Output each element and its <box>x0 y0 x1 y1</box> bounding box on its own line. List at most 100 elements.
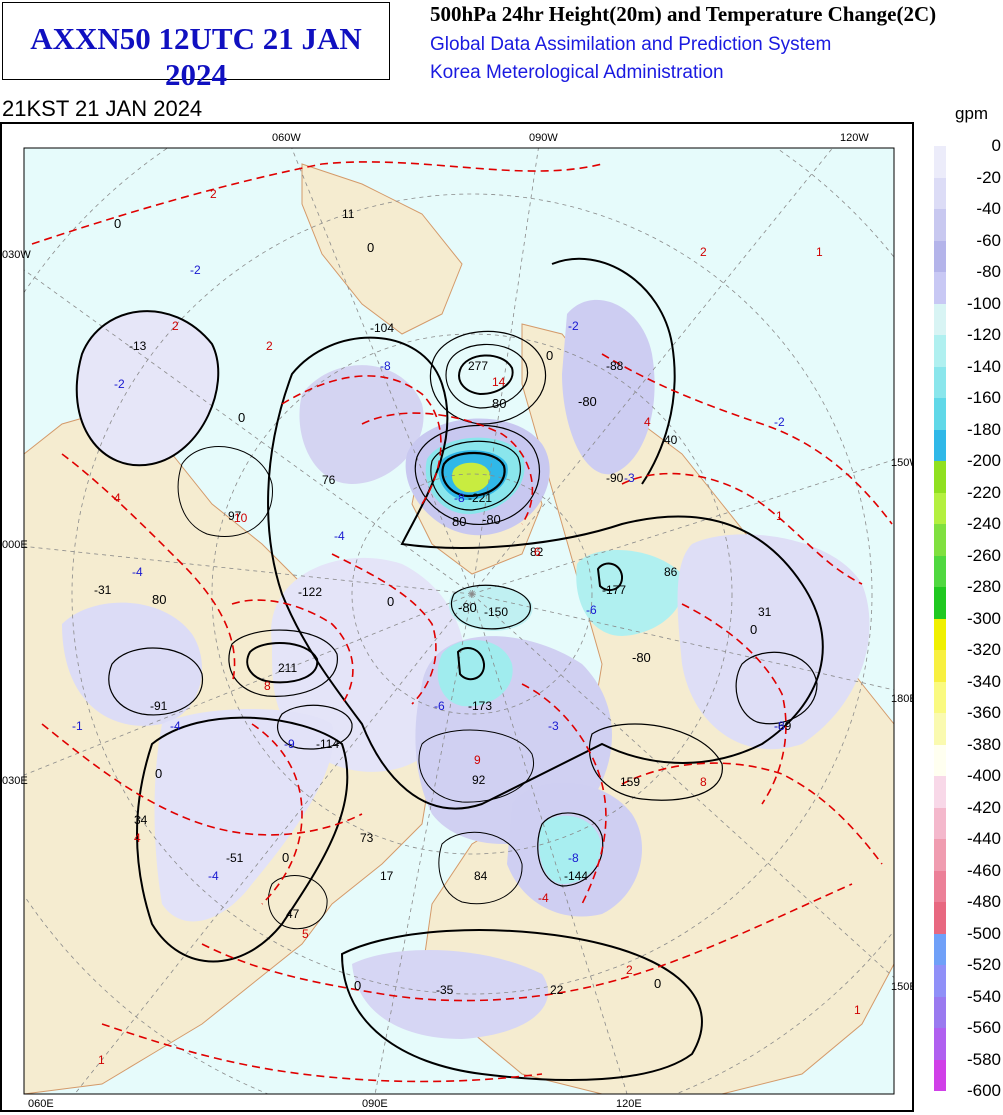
shade-west-low <box>76 311 219 466</box>
contour-label: 0 <box>114 216 121 231</box>
legend-swatch <box>934 618 946 650</box>
legend-level-label: -240 <box>966 514 1001 533</box>
temp-center: -6 <box>586 603 597 617</box>
height-center: 76 <box>322 473 336 487</box>
height-center: 17 <box>380 869 394 883</box>
contour-label: 0 <box>155 766 162 781</box>
legend-swatch <box>934 429 946 461</box>
contour-high-277-ring-1 <box>429 330 547 425</box>
legend-swatch <box>934 776 946 808</box>
contour-low-221-ring-2 <box>430 440 521 511</box>
contour-low-91 <box>108 647 203 716</box>
contour-label: 0 <box>238 410 245 425</box>
lon-label-bottom: 120E <box>616 1098 642 1110</box>
contour-high-277-ring-2 <box>445 343 529 409</box>
temp-contour-north <box>31 161 603 245</box>
temp-center: 2 <box>210 187 217 201</box>
color-legend <box>934 146 946 1091</box>
contour-high-92 <box>418 729 535 803</box>
temp-center: -4 <box>132 565 143 579</box>
shade-low-177 <box>576 550 684 636</box>
height-center: 86 <box>664 565 678 579</box>
system-name: Global Data Assimilation and Prediction … <box>430 34 832 55</box>
height-center: 92 <box>472 773 486 787</box>
contour-low-221-ring-3 <box>441 451 506 498</box>
height-center: -13 <box>129 339 147 353</box>
temp-center: 2 <box>266 339 273 353</box>
height-center: 82 <box>530 545 544 559</box>
temp-center: -2 <box>774 415 785 429</box>
legend-level-label: -300 <box>966 608 1001 628</box>
height-center: -177 <box>602 583 626 597</box>
height-center: -35 <box>436 983 454 997</box>
legend-swatch <box>934 650 946 682</box>
lon-label-right: 150W <box>891 457 912 469</box>
temp-contour-asia <box>521 683 607 905</box>
legend-swatch <box>934 366 946 398</box>
contour-low-150 <box>450 584 531 630</box>
contour-label: 0 <box>546 348 553 363</box>
height-center: 84 <box>474 869 488 883</box>
legend-level-label: -20 <box>976 167 1001 187</box>
legend-level-label: -440 <box>966 829 1001 848</box>
contour-high-211-ring-2 <box>246 642 319 684</box>
legend-level-label: -600 <box>966 1081 1001 1100</box>
legend-level-label: -260 <box>966 545 1001 565</box>
legend-swatch <box>934 209 946 241</box>
legend-level-label: -400 <box>966 766 1001 785</box>
agency-name: Korea Meterological Administration <box>430 62 724 83</box>
legend-level-label: -360 <box>966 703 1001 722</box>
lon-label-bottom: 090E <box>362 1098 388 1110</box>
temp-center: -3 <box>548 719 559 733</box>
polar-stereographic-map: 060W 090W 120W 060E 090E 120E 030W 000E … <box>0 122 914 1112</box>
temp-contour-arctic-3 <box>331 553 437 705</box>
temp-center: 9 <box>474 753 481 767</box>
temp-center: -2 <box>114 377 125 391</box>
temperature-contours <box>31 161 893 1083</box>
legend-swatch <box>934 933 946 965</box>
product-id-box: AXXN50 12UTC 21 JAN 2024 <box>2 2 390 92</box>
temp-center: 2 <box>700 245 707 259</box>
legend-level-label: -180 <box>966 419 1001 439</box>
height-center: 40 <box>664 433 678 447</box>
chart-title: 500hPa 24hr Height(20m) and Temperature … <box>430 2 937 26</box>
zero-contour-west <box>75 310 220 467</box>
height-center: 73 <box>360 831 374 845</box>
temp-center: 6 <box>534 545 541 559</box>
legend-swatch <box>934 524 946 556</box>
legend-swatch <box>934 870 946 902</box>
contour-high-84 <box>438 831 523 905</box>
zero-contour-east <box>551 257 676 485</box>
height-center: -69 <box>774 719 792 733</box>
legend-level-label: -120 <box>966 325 1001 344</box>
temp-contour-pacific-southeast <box>621 762 883 865</box>
legend-swatch <box>934 1059 946 1091</box>
shade-low-221-core <box>452 462 491 493</box>
contour-label: -80 <box>482 512 501 527</box>
contour-label: 0 <box>750 622 757 637</box>
height-center: 97 <box>228 509 242 523</box>
contour-low-144 <box>537 812 604 887</box>
contour-low-177 <box>596 562 624 592</box>
valid-time: 21KST 21 JAN 2024 <box>2 96 203 121</box>
contour-label: 0 <box>654 976 661 991</box>
contour-low-114 <box>277 704 353 750</box>
height-center: -104 <box>370 321 394 335</box>
height-center: -144 <box>564 869 588 883</box>
contour-high-277-ring-3 <box>458 354 514 396</box>
contour-label: 80 <box>452 514 466 529</box>
height-center: -88 <box>606 359 624 373</box>
shade-south-low-35 <box>352 950 549 1039</box>
temp-center: -4 <box>538 891 549 905</box>
contour-label: -80 <box>578 394 597 409</box>
temp-center: 2 <box>172 319 179 333</box>
legend-level-label: -340 <box>966 671 1001 691</box>
height-center: 22 <box>550 983 564 997</box>
height-center: -150 <box>484 605 508 619</box>
height-center: 47 <box>286 907 300 921</box>
graticule-labels: 060W 090W 120W 060E 090E 120E 030W 000E … <box>2 132 912 1110</box>
temp-contour-west <box>61 453 236 685</box>
height-center: -114 <box>316 737 339 751</box>
contour-label: 0 <box>354 978 361 993</box>
legend-swatch <box>934 461 946 493</box>
